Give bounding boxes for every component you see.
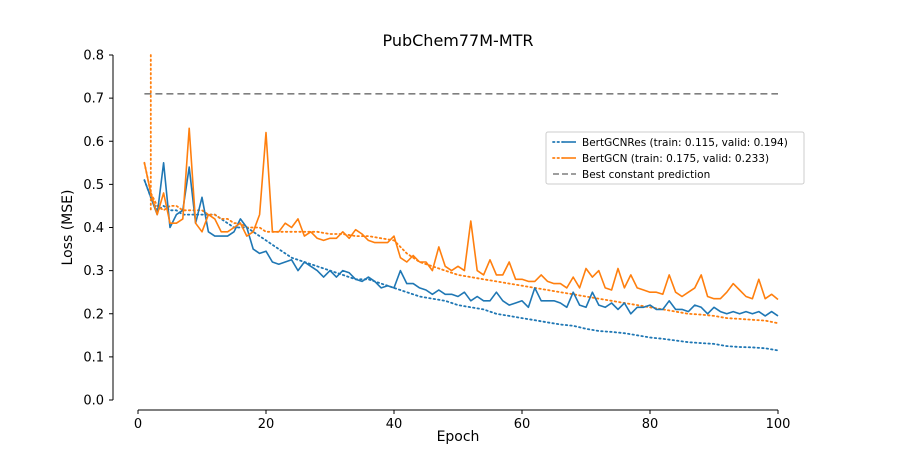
legend-box bbox=[545, 131, 805, 185]
axes: 0 20 40 60 80 100 0.0 0.1 0.2 0.3 0.4 0.5 0.6 0.7 0.8 bbox=[83, 49, 790, 433]
plot-area bbox=[143, 54, 779, 352]
y-axis-ticks: 0.0 0.1 0.2 0.3 0.4 0.5 0.6 0.7 0.8 bbox=[83, 49, 113, 409]
series-line-train bbox=[143, 161, 779, 325]
y-tick-label: 0.8 bbox=[83, 49, 104, 64]
x-axis-label: Epoch bbox=[437, 429, 480, 445]
legend-item: Best constant prediction bbox=[553, 169, 710, 181]
y-tick-label: 0.7 bbox=[83, 92, 104, 107]
series-line-train bbox=[143, 179, 779, 352]
y-tick-label: 0.0 bbox=[83, 394, 104, 409]
legend-item: BertGCNRes (train: 0.115, valid: 0.194) bbox=[552, 137, 788, 149]
y-tick-label: 0.6 bbox=[83, 135, 104, 150]
y-tick-label: 0.5 bbox=[83, 178, 104, 193]
legend-label: BertGCN (train: 0.175, valid: 0.233) bbox=[582, 153, 769, 165]
y-tick-label: 0.4 bbox=[83, 221, 104, 236]
y-tick-label: 0.3 bbox=[83, 264, 104, 279]
x-axis-ticks: 0 20 40 60 80 100 bbox=[134, 410, 791, 432]
legend-label: BertGCNRes (train: 0.115, valid: 0.194) bbox=[582, 137, 788, 149]
x-tick-label: 80 bbox=[642, 417, 659, 432]
y-tick-label: 0.2 bbox=[83, 307, 104, 322]
series-line-valid bbox=[143, 127, 779, 301]
x-tick-label: 20 bbox=[258, 417, 275, 432]
legend-label: Best constant prediction bbox=[582, 169, 710, 181]
y-axis-label: Loss (MSE) bbox=[60, 190, 76, 266]
legend: BertGCNRes (train: 0.115, valid: 0.194) B… bbox=[545, 131, 805, 185]
legend-item: BertGCN (train: 0.175, valid: 0.233) bbox=[552, 153, 769, 165]
y-tick-label: 0.1 bbox=[83, 350, 104, 365]
x-tick-label: 60 bbox=[514, 417, 531, 432]
x-tick-label: 100 bbox=[766, 417, 791, 432]
x-tick-label: 0 bbox=[134, 417, 142, 432]
chart-title: PubChem77M-MTR bbox=[382, 31, 533, 50]
series-line-valid bbox=[143, 162, 779, 317]
x-tick-label: 40 bbox=[386, 417, 403, 432]
